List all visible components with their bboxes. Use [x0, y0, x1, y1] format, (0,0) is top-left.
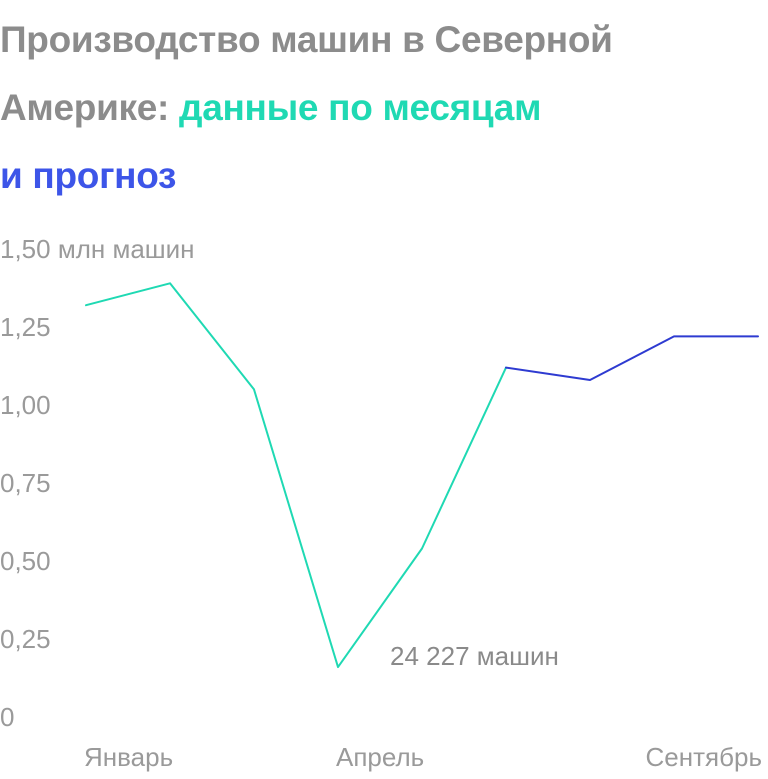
chart-title: Производство машин в Северной Америке: д… — [0, 6, 768, 210]
y-tick-label: 1,25 — [0, 312, 51, 342]
x-tick-label: Январь — [84, 742, 173, 772]
y-tick-label: 1,50 млн машин — [0, 234, 195, 264]
y-tick-label: 1,00 — [0, 390, 51, 420]
y-axis-ticks: 0 0,25 0,50 0,75 1,00 1,25 1,50 млн машин — [0, 234, 195, 732]
title-part-teal: данные по месяцам — [179, 87, 542, 128]
title-part-blue: и прогноз — [0, 155, 177, 196]
y-tick-label: 0,25 — [0, 624, 51, 654]
annotation-layer: 24 227 машин — [390, 641, 559, 671]
y-tick-label: 0,50 — [0, 546, 51, 576]
actual-series-line — [85, 282, 507, 669]
x-tick-label: Апрель — [336, 742, 424, 772]
series-layer — [85, 282, 759, 669]
title-part-gray: Производство машин в Северной Америке: — [0, 19, 613, 128]
minimum-annotation: 24 227 машин — [390, 641, 559, 671]
x-axis-ticks: Январь Апрель Сентябрь — [84, 742, 762, 772]
y-tick-label: 0,75 — [0, 468, 51, 498]
y-tick-label: 0 — [0, 702, 14, 732]
forecast-series-line — [505, 335, 759, 381]
x-tick-label: Сентябрь — [646, 742, 762, 772]
